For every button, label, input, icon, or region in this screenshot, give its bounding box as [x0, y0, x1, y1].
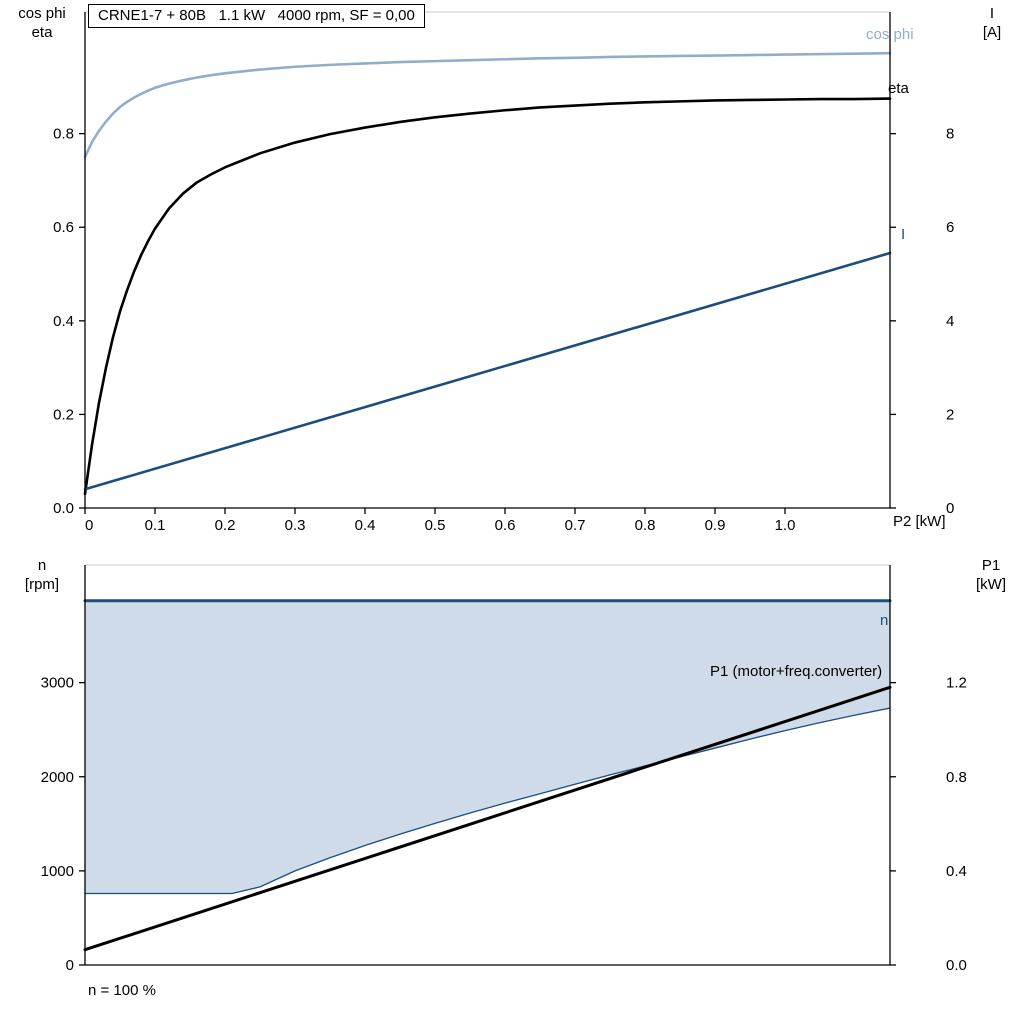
- x-tick-label: 0.6: [495, 517, 516, 534]
- y-left-tick-label: 0.6: [53, 219, 74, 236]
- y-right-tick-label: 0.8: [946, 769, 967, 786]
- n-min-curve: [84, 707, 891, 895]
- top-left-axis-title: cos phi eta: [2, 4, 82, 42]
- y-right-tick-label: 0: [946, 500, 954, 517]
- current-axis-label: I: [989, 5, 995, 22]
- y-left-tick-label: 0.4: [53, 313, 74, 330]
- current-axis-unit: [A]: [982, 24, 1002, 41]
- p1-axis-unit: [kW]: [976, 576, 1006, 593]
- y-right-tick-label: 0.0: [946, 957, 967, 974]
- y-left-tick-label: 3000: [41, 675, 74, 692]
- y-right-tick-label: 1.2: [946, 675, 967, 692]
- y-left-tick-label: 1000: [41, 863, 74, 880]
- speed-curve-label: n: [880, 612, 889, 629]
- speed-axis-label: n: [37, 557, 47, 574]
- eta-curve-label: eta: [888, 80, 909, 97]
- x-tick-label: 0.7: [565, 517, 586, 534]
- top-right-axis-title: I [A]: [966, 4, 1018, 42]
- i-curve: [83, 251, 892, 491]
- p1-motor-freq-converter-curve: [83, 685, 892, 952]
- speed-range-area: [85, 600, 890, 894]
- x-tick-label: 0.4: [355, 517, 376, 534]
- y-right-tick-label: 0.4: [946, 863, 967, 880]
- y-right-tick-label: 2: [946, 406, 954, 423]
- cos-phi-curve-label: cos phi: [866, 26, 914, 43]
- x-axis-title: P2 [kW]: [893, 513, 946, 530]
- bottom-right-axis-title: P1 [kW]: [962, 556, 1020, 594]
- y-left-tick-label: 0.8: [53, 126, 74, 143]
- x-tick-label: 0.2: [215, 517, 236, 534]
- x-tick-label: 1.0: [775, 517, 796, 534]
- x-tick-label: 0.1: [145, 517, 166, 534]
- x-tick-label: 0.5: [425, 517, 446, 534]
- y-left-tick-label: 0.2: [53, 406, 74, 423]
- eta-axis-label: eta: [31, 24, 53, 41]
- p1-curve-label: P1 (motor+freq.converter): [710, 663, 883, 680]
- eta-curve: [83, 97, 892, 496]
- y-right-tick-label: 6: [946, 219, 954, 236]
- y-right-tick-label: 8: [946, 126, 954, 143]
- y-right-tick-label: 4: [946, 313, 954, 330]
- speed-axis-unit: [rpm]: [24, 576, 60, 593]
- speed-percentage-note: n = 100 %: [88, 982, 156, 999]
- y-left-tick-label: 0.0: [53, 500, 74, 517]
- x-tick-label: 0.3: [285, 517, 306, 534]
- p1-axis-label: P1: [981, 557, 1001, 574]
- bottom-left-axis-title: n [rpm]: [2, 556, 82, 594]
- cos-phi-curve: [83, 51, 892, 159]
- x-tick-label: 0.9: [705, 517, 726, 534]
- y-left-tick-label: 2000: [41, 769, 74, 786]
- y-left-tick-label: 0: [66, 957, 74, 974]
- x-tick-label: 0.8: [635, 517, 656, 534]
- chart-title-box: CRNE1-7 + 80B 1.1 kW 4000 rpm, SF = 0,00: [88, 4, 425, 28]
- cos-phi-axis-label: cos phi: [18, 5, 66, 22]
- current-curve-label: I: [901, 226, 906, 243]
- x-tick-label: 0: [85, 517, 93, 534]
